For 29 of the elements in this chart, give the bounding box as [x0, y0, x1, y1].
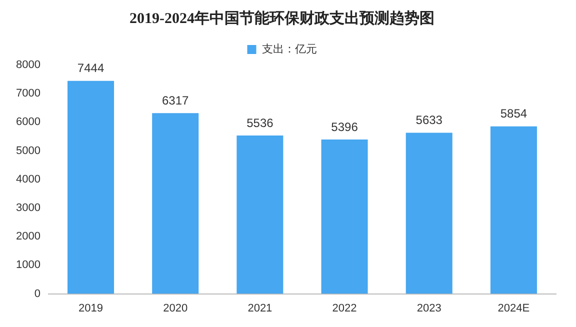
x-tick-label: 2022	[332, 302, 357, 314]
x-tick-label: 2021	[248, 302, 272, 314]
bar	[490, 126, 537, 294]
data-label: 6317	[162, 93, 190, 108]
x-tick-label: 2020	[163, 302, 188, 314]
data-label: 7444	[77, 61, 104, 76]
y-tick-label: 6000	[16, 116, 40, 128]
y-tick-label: 1000	[16, 259, 40, 272]
x-tick-label: 2019	[78, 302, 104, 314]
y-tick-label: 0	[34, 288, 40, 300]
y-tick-label: 2000	[16, 230, 40, 243]
y-tick-label: 5000	[16, 144, 40, 157]
bar	[68, 80, 114, 294]
x-tick-label: 2024E	[498, 302, 530, 314]
y-tick-label: 4000	[16, 173, 40, 186]
bar	[321, 139, 368, 294]
chart-title: 2019-2024年中国节能环保财政支出预测趋势图	[130, 10, 434, 27]
bar	[152, 113, 199, 294]
legend-label: 支出：亿元	[262, 42, 317, 56]
y-tick-label: 3000	[16, 202, 40, 214]
data-label: 5396	[331, 120, 358, 134]
data-label: 5633	[416, 113, 443, 128]
bar	[406, 132, 452, 294]
y-tick-label: 8000	[16, 59, 40, 72]
x-tick-label: 2023	[416, 302, 442, 314]
y-tick-label: 7000	[16, 88, 40, 100]
bar	[236, 135, 284, 294]
data-label: 5854	[500, 106, 528, 121]
data-label: 5536	[246, 116, 274, 130]
